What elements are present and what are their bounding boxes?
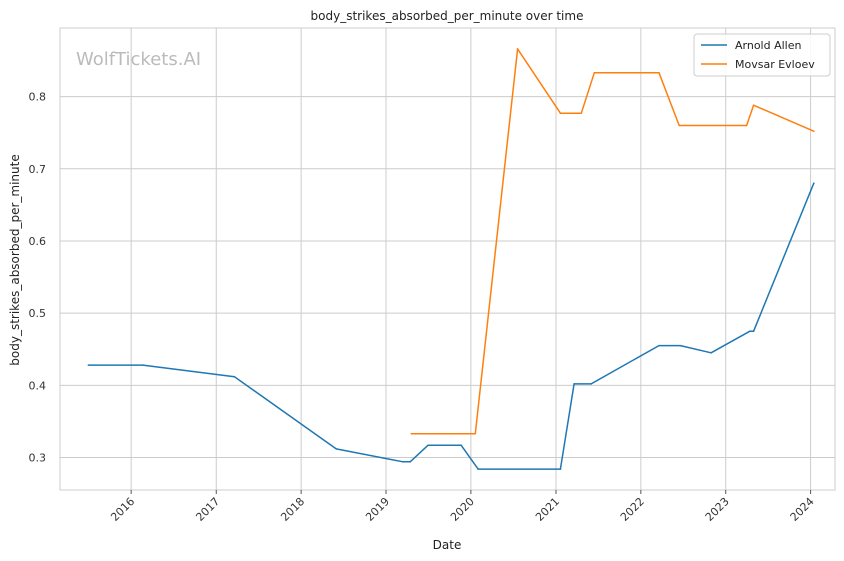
data-point-arnold-allen bbox=[409, 461, 411, 463]
data-point-arnold-allen bbox=[559, 468, 562, 470]
data-point-arnold-allen bbox=[710, 352, 712, 354]
y-tick-label: 0.7 bbox=[29, 163, 47, 176]
legend-box bbox=[693, 33, 831, 77]
data-point-arnold-allen bbox=[141, 364, 144, 366]
x-axis-label: Date bbox=[433, 538, 462, 552]
data-point-arnold-allen bbox=[477, 468, 479, 470]
tick-layer: 2016 2017 2018 2019 2020 2021 2022 2023 2024 0.3 0… bbox=[29, 91, 817, 524]
x-tick-label: 2022 bbox=[618, 495, 647, 524]
series-line-arnold-allen bbox=[88, 182, 815, 470]
y-tick-label: 0.5 bbox=[29, 307, 47, 320]
data-point-movsar-evloev bbox=[559, 112, 562, 114]
data-point-movsar-evloev bbox=[580, 112, 583, 114]
data-point-arnold-allen bbox=[752, 330, 755, 332]
watermark: WolfTickets.AI bbox=[76, 49, 201, 70]
x-tick-label: 2019 bbox=[363, 495, 392, 524]
x-tick-label: 2021 bbox=[533, 495, 562, 524]
data-point-arnold-allen bbox=[679, 344, 682, 347]
data-point-movsar-evloev bbox=[410, 432, 413, 435]
data-point-arnold-allen bbox=[402, 461, 404, 463]
grid bbox=[60, 28, 835, 490]
x-tick-label: 2018 bbox=[278, 495, 307, 524]
data-point-arnold-allen bbox=[573, 383, 575, 385]
data-point-arnold-allen bbox=[233, 375, 236, 378]
data-point-movsar-evloev bbox=[658, 71, 660, 74]
legend-label-arnold-allen: Arnold Allen bbox=[735, 39, 801, 52]
data-point-arnold-allen bbox=[427, 444, 429, 447]
x-tick-label: 2024 bbox=[788, 495, 817, 524]
x-tick-label: 2016 bbox=[108, 495, 137, 524]
legend: Arnold Allen Movsar Evloev bbox=[693, 33, 831, 77]
x-tick-label: 2023 bbox=[703, 495, 732, 524]
y-tick-label: 0.3 bbox=[29, 452, 47, 465]
data-point-arnold-allen bbox=[658, 344, 660, 347]
y-tick-label: 0.4 bbox=[29, 379, 47, 392]
y-tick-label: 0.6 bbox=[29, 235, 47, 248]
series-layer bbox=[87, 48, 815, 470]
y-axis-label: body_strikes_absorbed_per_minute bbox=[8, 154, 22, 365]
legend-label-movsar-evloev: Movsar Evloev bbox=[735, 58, 815, 71]
data-point-arnold-allen bbox=[87, 364, 90, 366]
plot-frame bbox=[59, 27, 836, 491]
data-point-movsar-evloev bbox=[516, 48, 519, 50]
x-tick-label: 2017 bbox=[193, 495, 222, 524]
data-point-arnold-allen bbox=[460, 444, 462, 447]
chart-title: body_strikes_absorbed_per_minute over ti… bbox=[311, 9, 584, 23]
data-point-movsar-evloev bbox=[813, 130, 815, 133]
data-point-arnold-allen bbox=[590, 383, 592, 385]
data-point-movsar-evloev bbox=[593, 71, 596, 74]
data-point-arnold-allen bbox=[335, 448, 338, 450]
data-point-movsar-evloev bbox=[474, 432, 477, 435]
data-point-arnold-allen bbox=[749, 330, 751, 332]
x-tick-label: 2020 bbox=[448, 495, 477, 524]
data-point-arnold-allen bbox=[813, 182, 815, 185]
data-point-movsar-evloev bbox=[678, 124, 681, 127]
data-point-movsar-evloev bbox=[745, 124, 748, 127]
data-point-movsar-evloev bbox=[752, 104, 755, 107]
y-tick-label: 0.8 bbox=[29, 91, 47, 104]
